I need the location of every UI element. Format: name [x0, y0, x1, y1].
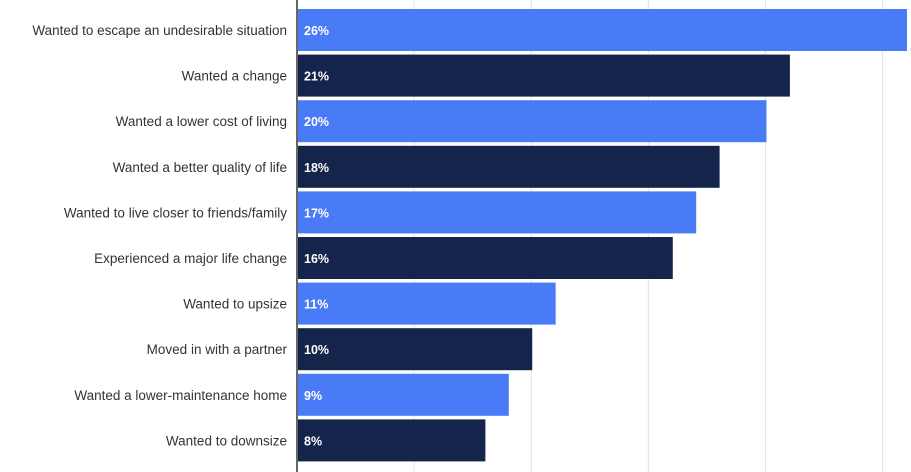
value-label: 11% [304, 298, 328, 312]
bars [298, 9, 907, 462]
value-labels: 26% 21% 20% 18% 17% 16% 11% 10% 9% 8% [304, 24, 329, 448]
category-label: Wanted a better quality of life [113, 160, 287, 175]
value-label: 17% [304, 206, 329, 220]
value-label: 21% [304, 70, 329, 84]
bar [298, 54, 790, 97]
category-label: Wanted to upsize [183, 297, 287, 312]
bar [298, 191, 697, 234]
bar [298, 373, 509, 416]
value-label: 10% [304, 343, 329, 357]
value-label: 9% [304, 389, 322, 403]
bar [298, 237, 673, 279]
category-labels: Wanted to escape an undesirable situatio… [32, 23, 287, 448]
bar [298, 145, 720, 188]
bar [298, 419, 486, 462]
category-label: Wanted a change [182, 69, 287, 84]
category-label: Experienced a major life change [94, 251, 287, 266]
category-label: Wanted a lower-maintenance home [74, 388, 287, 403]
value-label: 18% [304, 161, 329, 175]
bar [298, 282, 556, 325]
bar [298, 9, 907, 51]
value-label: 20% [304, 115, 329, 129]
category-label: Wanted to live closer to friends/family [64, 205, 287, 220]
category-label: Moved in with a partner [147, 342, 288, 357]
category-label: Wanted to downsize [166, 433, 287, 448]
bar [298, 328, 533, 371]
value-label: 8% [304, 434, 322, 448]
category-label: Wanted to escape an undesirable situatio… [32, 23, 287, 38]
bar [298, 100, 767, 143]
value-label: 26% [304, 24, 329, 38]
category-label: Wanted a lower cost of living [116, 114, 287, 129]
value-label: 16% [304, 252, 329, 266]
